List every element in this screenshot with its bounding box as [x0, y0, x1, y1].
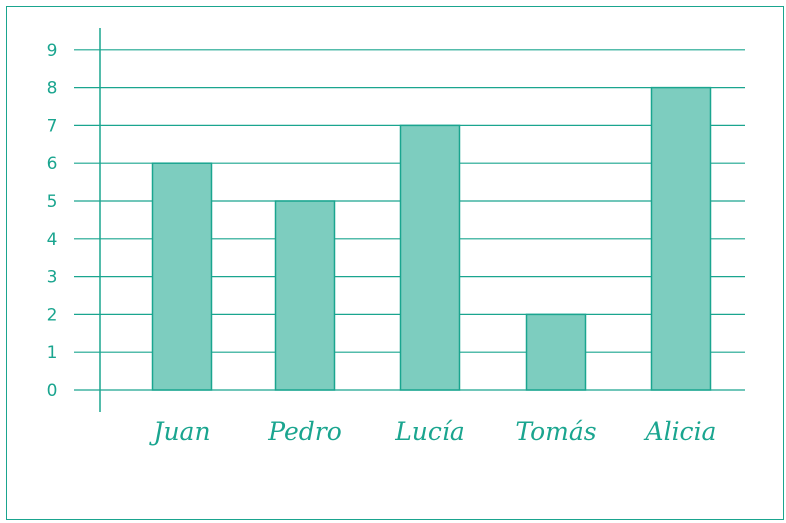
- bar-juan: [153, 163, 212, 390]
- y-tick-label: 1: [47, 343, 58, 363]
- y-tick-label: 0: [47, 381, 58, 401]
- y-tick-label: 5: [47, 192, 58, 212]
- y-tick-label: 4: [47, 230, 58, 250]
- category-label-tomás: Tomás: [515, 417, 596, 446]
- bar-alicia: [652, 88, 711, 390]
- category-label-alicia: Alicia: [644, 417, 717, 446]
- y-tick-label: 3: [47, 268, 58, 288]
- y-tick-labels: 0 1 2 3 4 5 6 7 8 9: [47, 41, 58, 401]
- y-tick-label: 7: [47, 116, 58, 136]
- y-tick-label: 9: [47, 41, 58, 61]
- y-tick-label: 6: [47, 154, 58, 174]
- category-label-pedro: Pedro: [267, 417, 342, 446]
- y-tick-label: 8: [47, 79, 58, 99]
- category-label-lucía: Lucía: [394, 417, 465, 446]
- category-label-juan: Juan: [148, 417, 210, 446]
- bar-lucía: [401, 125, 460, 390]
- y-tick-label: 2: [47, 305, 58, 325]
- bar-tomás: [527, 314, 586, 390]
- category-labels: Juan Pedro Lucía Tomás Alicia: [148, 417, 716, 446]
- bar-pedro: [276, 201, 335, 390]
